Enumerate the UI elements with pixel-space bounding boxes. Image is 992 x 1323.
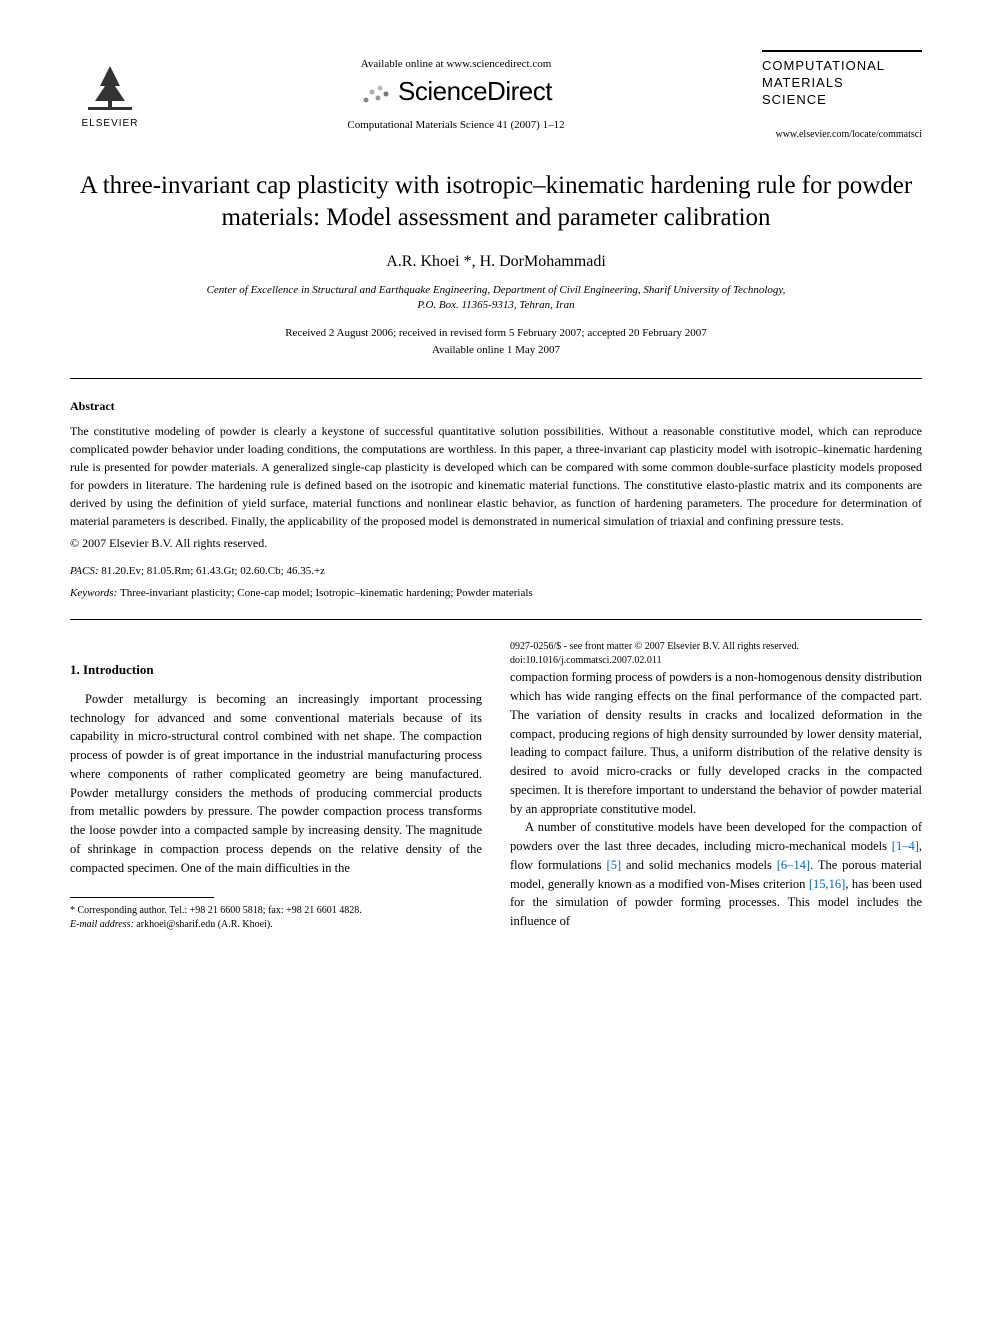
sciencedirect-text: ScienceDirect: [398, 76, 552, 106]
keywords-list: Three-invariant plasticity; Cone-cap mod…: [120, 587, 533, 599]
doi-line2: doi:10.1016/j.commatsci.2007.02.011: [510, 654, 922, 668]
ref-link-2[interactable]: [5]: [607, 858, 622, 872]
sciencedirect-logo: ScienceDirect: [150, 76, 762, 111]
section-1-heading: 1. Introduction: [70, 660, 482, 680]
header-row: ELSEVIER Available online at www.science…: [70, 50, 922, 140]
elsevier-logo: ELSEVIER: [70, 61, 150, 129]
journal-logo-block: COMPUTATIONAL MATERIALS SCIENCE www.else…: [762, 50, 922, 140]
email-link[interactable]: arkhoei@sharif.edu: [136, 919, 215, 930]
dates-line2: Available online 1 May 2007: [70, 342, 922, 359]
ref-link-3[interactable]: [6–14]: [777, 858, 810, 872]
journal-reference: Computational Materials Science 41 (2007…: [150, 119, 762, 131]
journal-url: www.elsevier.com/locate/commatsci: [762, 129, 922, 140]
intro-para-2: compaction forming process of powders is…: [510, 668, 922, 818]
footnote-separator: [70, 897, 214, 898]
divider: [70, 378, 922, 379]
affiliation: Center of Excellence in Structural and E…: [70, 283, 922, 314]
intro-para-3: A number of constitutive models have bee…: [510, 818, 922, 931]
abstract-copyright: © 2007 Elsevier B.V. All rights reserved…: [70, 536, 922, 551]
header-center: Available online at www.sciencedirect.co…: [150, 58, 762, 131]
journal-name-3: SCIENCE: [762, 92, 922, 109]
abstract-heading: Abstract: [70, 399, 922, 414]
footnote-email: E-mail address: arkhoei@sharif.edu (A.R.…: [70, 918, 482, 932]
affiliation-line1: Center of Excellence in Structural and E…: [70, 283, 922, 298]
pacs-line: PACS: 81.20.Ev; 81.05.Rm; 61.43.Gt; 02.6…: [70, 565, 922, 577]
pacs-codes: 81.20.Ev; 81.05.Rm; 61.43.Gt; 02.60.Cb; …: [101, 565, 325, 577]
keywords-label: Keywords:: [70, 587, 117, 599]
dates-line1: Received 2 August 2006; received in revi…: [70, 325, 922, 342]
footnote-corr: * Corresponding author. Tel.: +98 21 660…: [70, 904, 482, 918]
doi-block: 0927-0256/$ - see front matter © 2007 El…: [510, 640, 922, 668]
paper-title: A three-invariant cap plasticity with is…: [70, 170, 922, 235]
doi-line1: 0927-0256/$ - see front matter © 2007 El…: [510, 640, 922, 654]
scidirect-dots-icon: [360, 82, 390, 111]
p3a: A number of constitutive models have bee…: [510, 820, 922, 853]
body-columns: 1. Introduction Powder metallurgy is bec…: [70, 640, 922, 938]
ref-link-1[interactable]: [1–4]: [892, 839, 919, 853]
affiliation-line2: P.O. Box. 11365-9313, Tehran, Iran: [70, 298, 922, 313]
elsevier-tree-icon: [70, 61, 150, 118]
available-online-text: Available online at www.sciencedirect.co…: [150, 58, 762, 70]
pacs-label: PACS:: [70, 565, 99, 577]
elsevier-label: ELSEVIER: [70, 118, 150, 129]
authors: A.R. Khoei *, H. DorMohammadi: [70, 253, 922, 271]
ref-link-4[interactable]: [15,16]: [809, 877, 845, 891]
divider: [70, 619, 922, 620]
journal-name-1: COMPUTATIONAL: [762, 58, 922, 75]
intro-para-1: Powder metallurgy is becoming an increas…: [70, 690, 482, 878]
email-label: E-mail address:: [70, 919, 134, 930]
dates: Received 2 August 2006; received in revi…: [70, 325, 922, 358]
email-suffix: (A.R. Khoei).: [218, 919, 273, 930]
keywords-line: Keywords: Three-invariant plasticity; Co…: [70, 587, 922, 599]
journal-name-2: MATERIALS: [762, 75, 922, 92]
p3c: and solid mechanics models: [621, 858, 777, 872]
abstract-text: The constitutive modeling of powder is c…: [70, 422, 922, 530]
